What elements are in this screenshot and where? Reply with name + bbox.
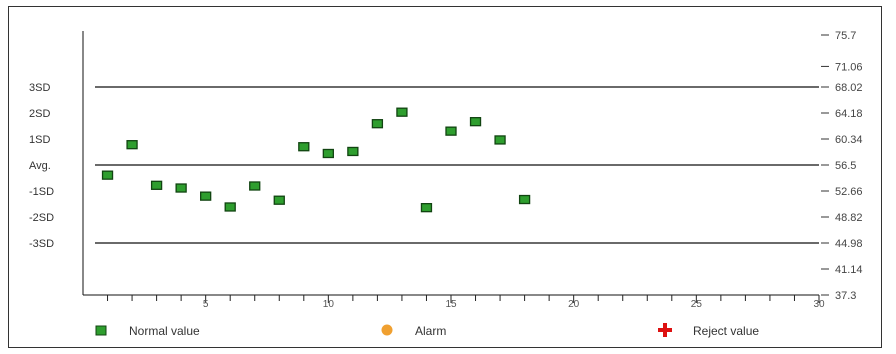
right-tick-label: 60.34 — [835, 134, 863, 146]
x-tick-label: 20 — [568, 299, 580, 310]
legend-alarm-marker — [381, 324, 393, 336]
data-point — [420, 203, 433, 213]
sd-label: 3SD — [29, 82, 50, 94]
data-point — [175, 183, 187, 193]
legend-label: Reject value — [693, 324, 759, 338]
sd-label: -3SD — [29, 238, 54, 250]
sd-label: 1SD — [29, 134, 50, 146]
right-tick-label: 37.3 — [835, 290, 856, 302]
right-tick-label: 41.14 — [835, 264, 863, 276]
control-chart: 75.7 71.06 68.02 64.18 60.34 56.5 52.66 48.82 44… — [29, 30, 863, 338]
data-point — [224, 202, 236, 212]
right-tick-label: 64.18 — [835, 108, 863, 120]
right-tick-label: 71.06 — [835, 61, 863, 73]
sd-label: Avg. — [29, 160, 51, 172]
x-tick-label: 10 — [323, 299, 335, 310]
sd-label: -2SD — [29, 212, 54, 224]
data-point — [273, 195, 285, 205]
right-tick-label: 56.5 — [835, 160, 856, 172]
chart-frame: 75.7 71.06 68.02 64.18 60.34 56.5 52.66 48.82 44… — [8, 6, 882, 348]
sd-label: 2SD — [29, 108, 50, 120]
data-point — [126, 140, 138, 150]
data-point — [322, 148, 334, 159]
legend-normal-marker — [95, 325, 107, 336]
x-tick-label: 5 — [203, 299, 209, 310]
data-point — [371, 119, 384, 129]
right-tick-label: 44.98 — [835, 238, 863, 250]
data-point — [200, 191, 212, 201]
x-tick-label: 30 — [813, 299, 825, 310]
data-point — [298, 142, 310, 152]
right-tick-label: 68.02 — [835, 82, 863, 94]
right-tick-label: 52.66 — [835, 186, 863, 198]
sd-label: -1SD — [29, 186, 54, 198]
right-tick-label: 75.7 — [835, 30, 856, 42]
right-tick-label: 48.82 — [835, 212, 863, 224]
legend-label: Normal value — [129, 324, 200, 338]
data-point — [249, 181, 261, 191]
data-point — [101, 170, 114, 180]
x-tick-label: 25 — [691, 299, 703, 310]
data-point — [494, 135, 506, 145]
x-tick-label: 15 — [445, 299, 457, 310]
data-point — [150, 180, 163, 190]
legend-label: Alarm — [415, 324, 446, 338]
data-point — [445, 126, 457, 136]
legend-reject-marker — [658, 323, 672, 337]
data-point — [396, 107, 408, 117]
data-point — [469, 117, 482, 127]
data-point — [518, 194, 531, 205]
data-point — [347, 146, 359, 157]
